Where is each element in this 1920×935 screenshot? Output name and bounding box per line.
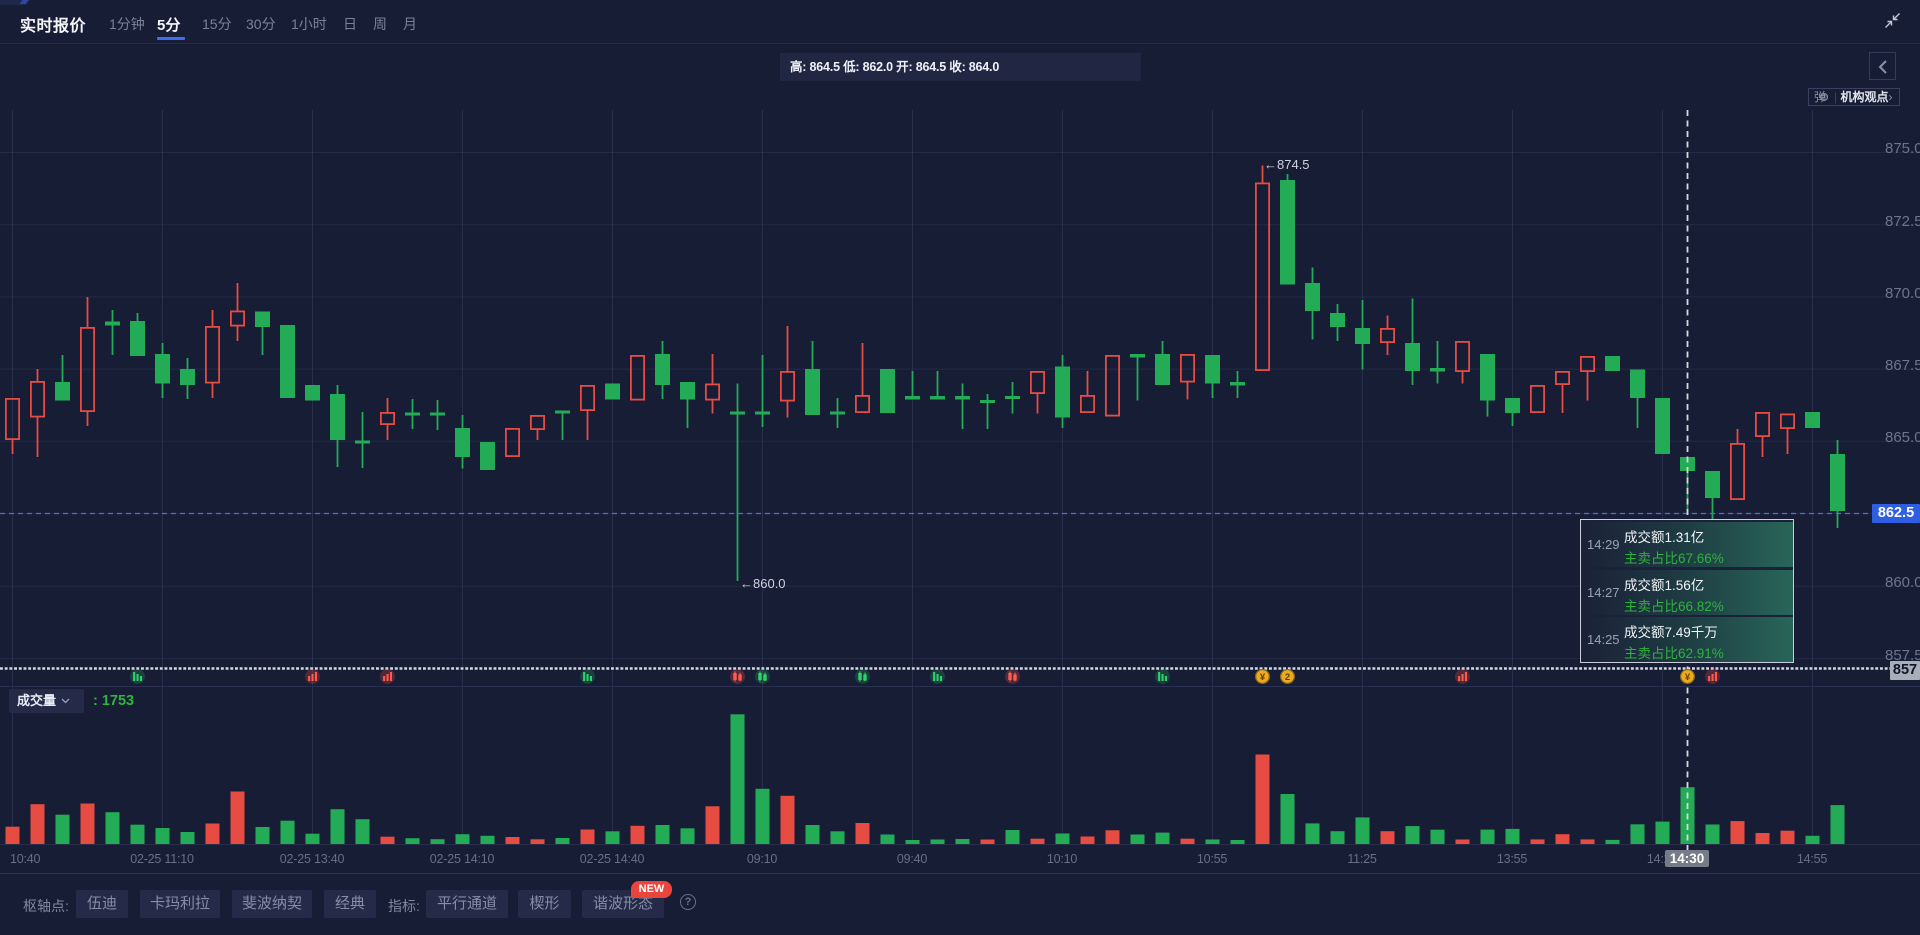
svg-text:2: 2 <box>1285 672 1290 683</box>
svg-text:¥: ¥ <box>1260 672 1266 683</box>
svg-text:¥: ¥ <box>1685 672 1691 683</box>
